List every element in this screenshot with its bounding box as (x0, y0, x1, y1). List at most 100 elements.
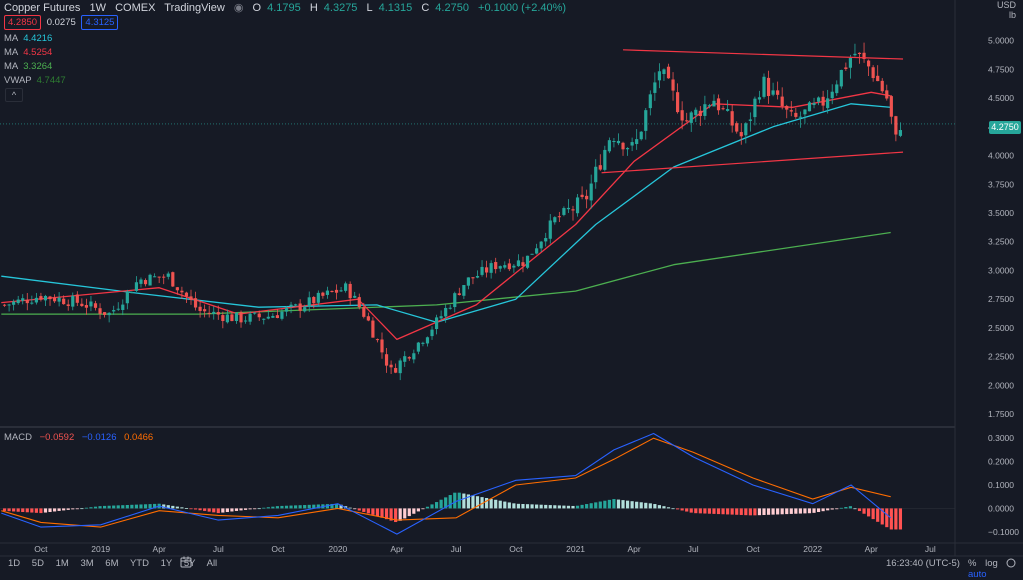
macd-histogram-bar (575, 505, 580, 509)
settings-gear-icon[interactable] (1006, 558, 1016, 568)
macd-histogram-bar (562, 505, 566, 509)
log-toggle[interactable]: log (985, 558, 998, 569)
bottom-toolbar: 1D 5D 1M 3M 6M YTD 1Y 5Y All 16:23:40 (U… (0, 556, 1023, 580)
indicator-ma-fast[interactable]: MA 4.4216 (4, 33, 53, 44)
candle-body (203, 309, 207, 312)
candle-body (303, 307, 307, 312)
candle-body (184, 292, 189, 297)
clock-readout[interactable]: 16:23:40 (UTC-5) (886, 558, 960, 569)
time-tick-label: 2022 (803, 544, 822, 554)
macd-histogram-bar (7, 508, 11, 512)
range-6m[interactable]: 6M (105, 558, 119, 569)
macd-histogram-bar (489, 498, 493, 509)
indicator-ma-slow[interactable]: MA 3.3264 (4, 61, 53, 72)
macd-histogram-bar (871, 508, 875, 520)
macd-histogram-bar (835, 508, 839, 510)
range-1m[interactable]: 1M (55, 558, 69, 569)
macd-histogram-bar (275, 506, 279, 509)
percent-toggle[interactable]: % (968, 558, 977, 569)
auto-toggle[interactable]: auto (968, 569, 987, 580)
candle-body (57, 297, 61, 302)
macd-histogram-bar (698, 508, 702, 514)
buy-button[interactable]: 4.3125 (81, 15, 119, 30)
sell-button[interactable]: 4.2850 (4, 15, 42, 30)
macd-histogram-bar (89, 507, 93, 509)
price-tick-label: 1.7500 (988, 409, 1014, 419)
macd-histogram-bar (616, 499, 621, 509)
macd-legend[interactable]: MACD −0.0592 −0.0126 0.0466 (4, 432, 154, 443)
candle-body (630, 142, 634, 146)
macd-histogram-bar (716, 508, 721, 515)
candle-body (712, 100, 716, 107)
macd-histogram-bar (475, 496, 480, 509)
candle-body (121, 304, 125, 310)
trendline-upper (623, 49, 904, 60)
symbol-title[interactable]: Copper Futures (4, 2, 81, 14)
range-5d[interactable]: 5D (31, 558, 44, 569)
macd-histogram-bar (753, 508, 757, 516)
candle-body (434, 317, 439, 330)
macd-histogram-bar (594, 502, 598, 509)
collapse-legend-button[interactable]: ^ (5, 88, 23, 102)
macd-histogram-bar (816, 508, 821, 513)
candle-body (494, 262, 498, 270)
candle-body (830, 91, 834, 99)
range-3m[interactable]: 3M (80, 558, 94, 569)
candle-body (653, 82, 657, 93)
candle-body (639, 131, 643, 140)
macd-histogram-bar (280, 505, 284, 509)
macd-histogram-bar (794, 508, 798, 514)
candle-body (157, 276, 161, 278)
macd-histogram-bar (885, 508, 889, 528)
macd-histogram-bar (512, 503, 516, 509)
candle-body (453, 293, 457, 308)
candle-body (898, 130, 903, 136)
date-range-icon[interactable] (180, 556, 192, 568)
macd-histogram-bar (171, 505, 175, 509)
macd-histogram-bar (780, 508, 784, 515)
candle-body (880, 80, 884, 92)
candle-body (503, 265, 507, 268)
macd-histogram-bar (712, 508, 716, 514)
macd-histogram-bar (139, 504, 143, 509)
candle-body (257, 313, 261, 318)
macd-histogram-bar (585, 504, 589, 509)
candle-body (407, 357, 411, 359)
range-buttons: 1D 5D 1M 3M 6M YTD 1Y 5Y All (8, 558, 226, 569)
macd-histogram-bar (676, 508, 680, 510)
candle-body (125, 291, 129, 304)
currency-label: USD (996, 0, 1016, 10)
macd-histogram-bar (507, 502, 511, 509)
macd-histogram-bar (707, 508, 712, 514)
candle-body (780, 96, 784, 107)
range-1d[interactable]: 1D (8, 558, 21, 569)
price-tick-label: 3.7500 (988, 179, 1014, 189)
macd-histogram-bar (703, 508, 707, 514)
candle-body (89, 301, 93, 307)
unit-label: lb (1008, 10, 1016, 20)
candle-body (339, 290, 343, 292)
macd-histogram-bar (421, 508, 425, 510)
candle-body (507, 263, 511, 270)
macd-histogram-bar (598, 501, 602, 509)
candle-body (103, 312, 107, 315)
candle-body (30, 302, 34, 304)
range-ytd[interactable]: YTD (129, 558, 149, 569)
exchange-label: COMEX (115, 2, 156, 14)
candle-body (398, 360, 402, 374)
macd-histogram-bar (271, 506, 275, 509)
candle-body (457, 293, 461, 296)
range-5y[interactable]: 5Y (183, 558, 196, 569)
range-1y[interactable]: 1Y (160, 558, 173, 569)
macd-histogram-bar (466, 494, 470, 509)
indicator-ma-mid[interactable]: MA 4.5254 (4, 47, 53, 58)
macd-histogram-bar (503, 501, 507, 509)
interval-label[interactable]: 1W (89, 2, 107, 14)
macd-histogram-bar (294, 505, 298, 509)
indicator-vwap[interactable]: VWAP 4.7447 (4, 75, 66, 86)
macd-histogram-bar (375, 508, 380, 517)
macd-histogram-bar (689, 508, 693, 513)
candle-body (621, 142, 625, 150)
range-all[interactable]: All (206, 558, 218, 569)
